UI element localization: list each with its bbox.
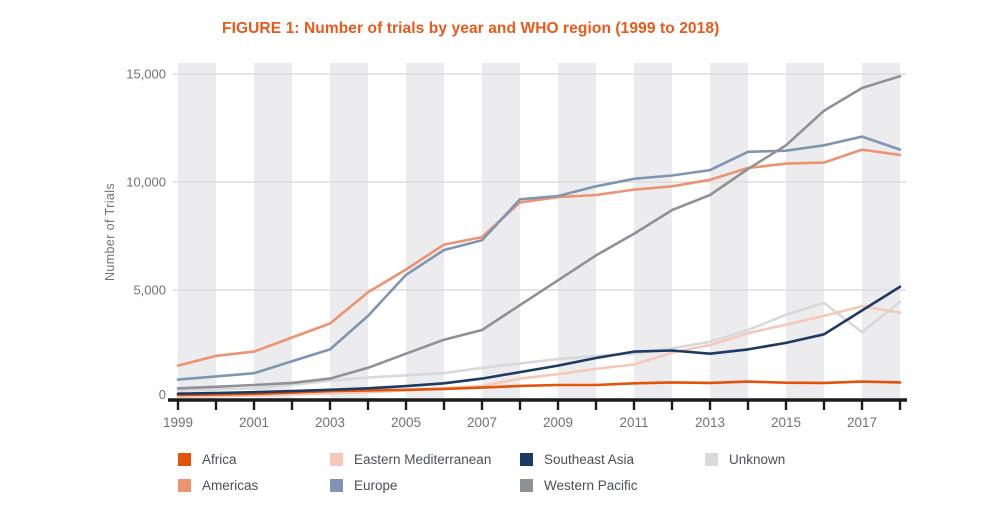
legend-label: Southeast Asia [544,451,635,467]
y-tick-label: 10,000 [126,175,166,190]
x-tick-label: 2001 [239,415,269,430]
legend-swatch-icon [520,452,533,466]
x-tick-label: 2007 [467,415,497,430]
plot-band [254,63,292,398]
chart-svg: 0 5,000 10,000 15,000 Number of Trials 1999 20… [103,63,907,430]
legend-label: Americas [202,477,259,493]
y-axis-title: Number of Trials [103,183,117,281]
legend-item-eastern-mediterranean: Eastern Mediterranean [330,451,491,467]
plot-band [862,63,900,398]
x-tick-label: 2015 [771,415,801,430]
legend-item-southeast-asia: Southeast Asia [520,451,634,467]
y-tick-label: 0 [159,387,166,402]
plot-band [178,63,216,398]
legend-item-unknown: Unknown [705,451,785,467]
series-line-americas [176,148,902,367]
legend-label: Western Pacific [544,477,638,493]
figure-title: FIGURE 1: Number of trials by year and W… [222,20,720,37]
legend-swatch-icon [520,478,533,492]
legend-swatch-icon [330,452,343,466]
legend-label: Europe [354,477,398,493]
legend-swatch-icon [705,452,718,466]
x-tick-label: 2009 [543,415,573,430]
series-line-unknown [176,300,902,392]
plot-band [330,63,368,398]
legend-swatch-icon [330,478,343,492]
plot-band [558,63,596,398]
x-tick-label: 2013 [695,415,725,430]
x-tick-label: 2005 [391,415,421,430]
legend-swatch-icon [178,478,191,492]
series-line-europe [176,135,902,381]
legend-label: Africa [202,451,237,467]
series-line-southeast-asia [176,285,902,396]
legend-item-americas: Americas [178,477,258,493]
legend-label: Eastern Mediterranean [354,451,492,467]
legend-item-europe: Europe [330,477,398,493]
legend-item-africa: Africa [178,451,237,467]
y-tick-label: 5,000 [133,283,166,298]
series-line-eastern-mediterranean [176,304,902,399]
legend-item-western-pacific: Western Pacific [520,477,638,493]
series-line-africa [176,380,902,397]
y-tick-label: 15,000 [126,67,166,82]
x-tick-label: 2017 [847,415,877,430]
x-tick-label: 1999 [163,415,193,430]
legend-swatch-icon [178,452,191,466]
legend-label: Unknown [729,451,786,467]
plot-band [786,63,824,398]
x-tick-label: 2003 [315,415,345,430]
x-tick-label: 2011 [619,415,648,430]
plot-band [710,63,748,398]
series-line-western-pacific [176,74,902,390]
